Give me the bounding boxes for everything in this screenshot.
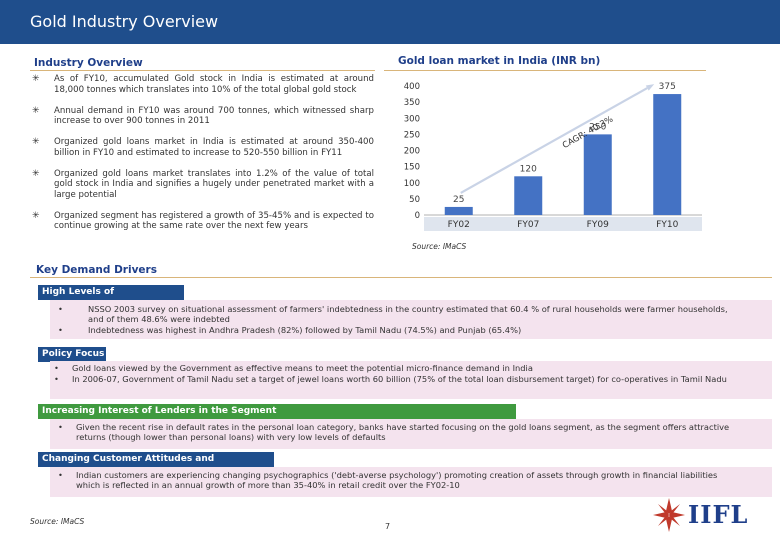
- list-item: ✳ As of FY10, accumulated Gold stock in I…: [32, 74, 374, 95]
- x-tick-label: FY02: [448, 220, 470, 230]
- y-tick-label: 100: [404, 179, 420, 189]
- bullet-text: Organized gold loans market in India is …: [54, 137, 374, 158]
- bar: [583, 134, 612, 215]
- bullet-dot-icon: •: [58, 304, 63, 314]
- driver-band: • NSSO 2003 survey on situational assessm…: [50, 300, 772, 339]
- industry-overview-heading: Industry Overview: [34, 57, 143, 69]
- chart-title: Gold loan market in India (INR bn): [398, 55, 601, 67]
- driver-text: Indian customers are experiencing changi…: [76, 470, 718, 491]
- x-tick-label: FY07: [517, 220, 539, 230]
- bullet-text: Organized segment has registered a growt…: [54, 210, 374, 232]
- page-number: 7: [385, 522, 391, 531]
- driver-title-customer-attitudes: Changing Customer Attitudes and Preferen…: [38, 452, 274, 479]
- bar: [514, 176, 543, 215]
- bullet-dot-icon: •: [58, 325, 63, 335]
- driver-band: • Given the recent rise in default rates …: [50, 419, 772, 449]
- y-tick-label: 350: [404, 98, 420, 108]
- bullet-dot-icon: •: [54, 363, 59, 373]
- header-bar: Gold Industry Overview: [0, 0, 780, 44]
- y-tick-label: 400: [404, 82, 420, 92]
- bullet-text: Organized gold loans market translates i…: [54, 168, 374, 200]
- logo-text: IIFL: [688, 500, 749, 529]
- driver-text: NSSO 2003 survey on situational assessme…: [88, 304, 728, 325]
- y-tick-label: 50: [409, 195, 420, 205]
- y-tick-label: 150: [404, 163, 420, 173]
- driver-text: Given the recent rise in default rates i…: [76, 422, 730, 443]
- y-tick-label: 0: [415, 211, 420, 221]
- bullet-dot-icon: •: [58, 422, 63, 432]
- driver-text: In 2006-07, Government of Tamil Nadu set…: [72, 374, 727, 384]
- gold-loan-bar-chart: 0 50 100 150 200 250 300 350 400 25 FY02 120 FY07 250…: [404, 82, 702, 231]
- data-label: 250: [589, 122, 606, 132]
- list-item: ✳ Organized gold loans market translates …: [32, 169, 374, 201]
- bullet-text: Annual demand in FY10 was around 700 ton…: [54, 105, 374, 127]
- x-axis-band: [424, 217, 702, 231]
- x-tick-label: FY10: [656, 220, 678, 230]
- driver-title-indebtedness: High Levels of Indebtedness: [38, 285, 184, 312]
- y-tick-label: 300: [404, 114, 420, 124]
- driver-title-policy-focus: Policy Focus: [38, 347, 106, 362]
- asterisk-icon: ✳: [32, 168, 40, 179]
- footer-source: Source: IMaCS: [30, 517, 85, 526]
- page-title: Gold Industry Overview: [30, 12, 219, 31]
- bullet-text: As of FY10, accumulated Gold stock in In…: [54, 74, 374, 95]
- y-tick-label: 250: [404, 130, 420, 140]
- asterisk-icon: ✳: [32, 137, 40, 147]
- y-tick-label: 200: [404, 147, 420, 157]
- data-label: 375: [659, 82, 676, 92]
- list-item: ✳ Annual demand in FY10 was around 700 to…: [32, 106, 374, 127]
- list-item: ✳ Organized gold loans market in India is…: [32, 137, 374, 158]
- industry-bullet-list: ✳ As of FY10, accumulated Gold stock in I…: [32, 74, 374, 242]
- bar: [653, 94, 682, 215]
- bar: [444, 206, 473, 215]
- key-demand-drivers-heading: Key Demand Drivers: [36, 264, 157, 276]
- data-label: 120: [520, 164, 537, 174]
- cagr-arrowhead: [645, 84, 655, 91]
- cagr-arrow: [460, 87, 648, 194]
- asterisk-icon: ✳: [32, 210, 40, 221]
- driver-text: Gold loans viewed by the Government as e…: [72, 363, 533, 373]
- iifl-logo: IIFL: [652, 496, 770, 536]
- list-item: ✳ Organized segment has registered a grow…: [32, 211, 374, 232]
- chart-source: Source: IMaCS: [412, 242, 467, 251]
- data-label: 25: [453, 195, 464, 205]
- asterisk-icon: ✳: [32, 105, 40, 116]
- star-emblem-icon: [653, 498, 685, 532]
- driver-text: Indebtedness was highest in Andhra Prade…: [88, 325, 522, 335]
- bullet-dot-icon: •: [58, 470, 63, 480]
- driver-band: • Gold loans viewed by the Government as …: [50, 361, 772, 399]
- asterisk-icon: ✳: [32, 74, 40, 84]
- driver-band: • Indian customers are experiencing chang…: [50, 467, 772, 497]
- driver-title-lenders-interest: Increasing Interest of Lenders in the Se…: [38, 404, 516, 419]
- x-tick-label: FY09: [587, 220, 609, 230]
- bullet-dot-icon: •: [54, 374, 59, 384]
- section-divider: [30, 70, 375, 71]
- section-divider: [384, 70, 706, 71]
- section-divider: [30, 277, 772, 278]
